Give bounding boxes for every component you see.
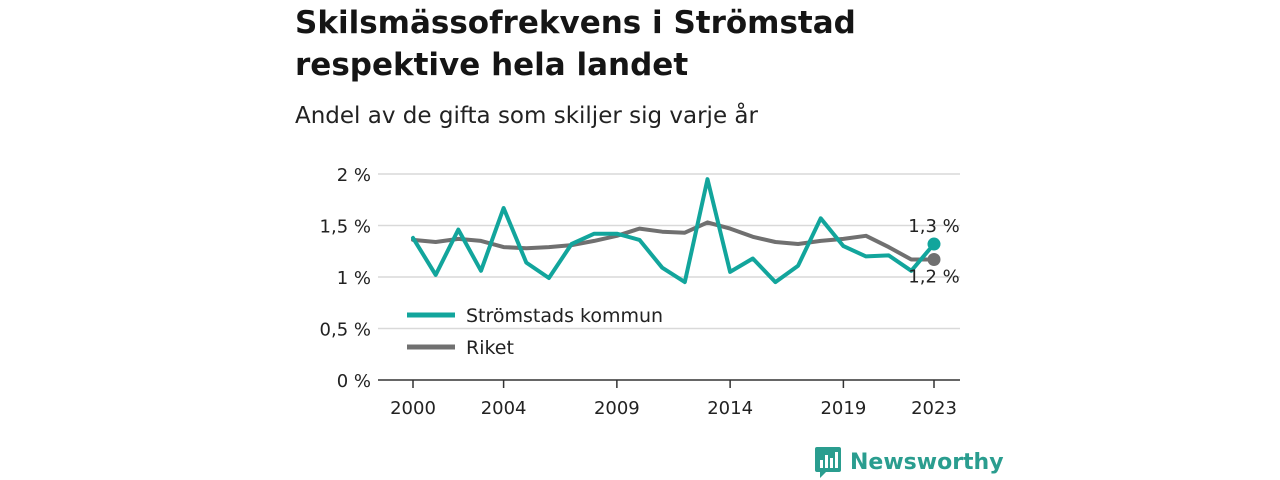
legend-label: Strömstads kommun [466,305,663,327]
grid-lines [378,173,960,330]
series-line [411,177,936,285]
x-tick-label: 2014 [707,398,753,419]
y-tick-label: 0,5 % [320,320,371,341]
end-label: 1,2 % [908,266,959,287]
x-tick-label: 2019 [820,398,866,419]
x-tick-label: 2023 [911,398,957,419]
x-tick-label: 2000 [390,398,436,419]
x-tick-label: 2004 [481,398,527,419]
legend: Strömstads kommun Riket [407,305,663,359]
x-axis: 2000 2004 2009 2014 2019 2023 [378,379,960,419]
chart-subtitle: Andel av de gifta som skiljer sig varje … [295,103,758,129]
series-line [411,220,936,262]
series-end-point [927,252,941,266]
brand-name: Newsworthy [850,449,1004,475]
series-lines [411,177,941,285]
series-end-point [927,237,941,251]
end-label: 1,3 % [908,216,959,237]
x-tick-label: 2009 [594,398,640,419]
y-tick-label: 1,5 % [320,217,371,238]
chart-title: Skilsmässofrekvens i Strömstad respektiv… [295,5,856,83]
y-tick-label: 1 % [337,268,371,289]
y-tick-label: 0 % [337,371,371,392]
brand: Newsworthy [814,444,1004,480]
newsworthy-logo-icon [815,447,841,478]
y-tick-label: 2 % [337,165,371,186]
y-axis-labels: 0 % 0,5 % 1 % 1,5 % 2 % [320,165,371,392]
end-labels: 1,3 % 1,2 % [908,216,959,287]
legend-label: Riket [466,337,514,359]
